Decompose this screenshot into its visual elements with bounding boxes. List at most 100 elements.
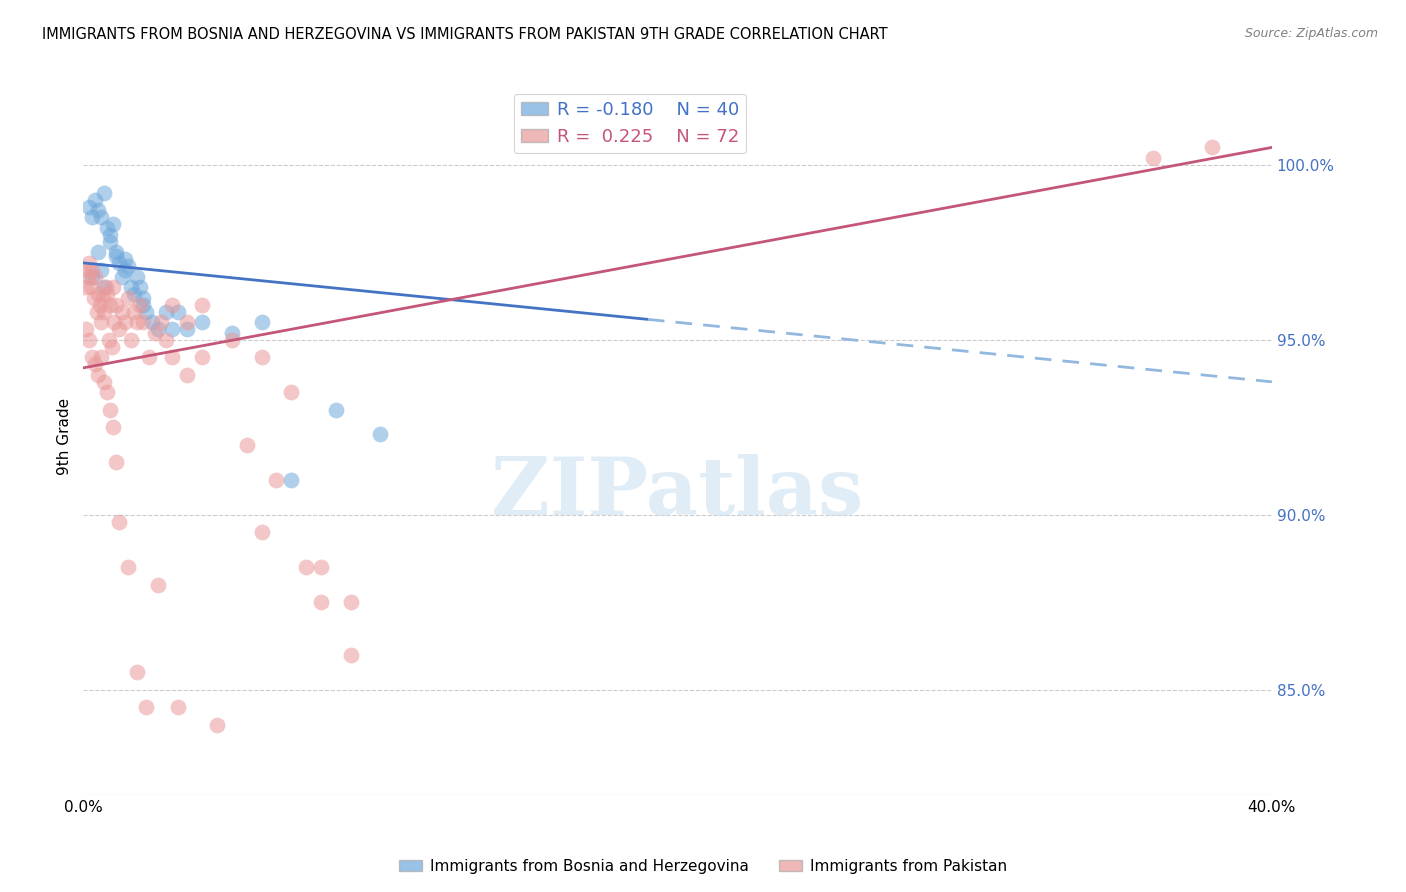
Point [176,368,198,382]
Point [191,298,214,312]
Point [98,298,121,312]
Point [87,368,110,382]
Point [90,211,112,225]
Point [143,326,166,340]
Point [98,227,121,242]
Point [191,315,214,329]
Point [96,220,118,235]
Point [146,322,169,336]
Point [94,280,117,294]
Point [280,385,302,400]
Point [250,315,273,329]
Point [77,200,100,214]
Point [205,717,228,731]
Point [75,263,97,277]
Point [117,291,139,305]
Point [90,315,112,329]
Point [82,269,104,284]
Point [125,315,148,329]
Point [108,515,131,529]
Point [162,298,184,312]
Point [295,560,318,574]
Point [125,665,148,680]
Point [146,578,169,592]
Point [117,560,139,574]
Point [250,351,273,365]
Point [339,648,361,662]
Point [266,473,288,487]
Text: IMMIGRANTS FROM BOSNIA AND HERZEGOVINA VS IMMIGRANTS FROM PAKISTAN 9TH GRADE COR: IMMIGRANTS FROM BOSNIA AND HERZEGOVINA V… [42,27,887,42]
Point [91,291,114,305]
Point [122,305,145,319]
Point [135,305,157,319]
Legend: R = -0.180    N = 40, R =  0.225    N = 72: R = -0.180 N = 40, R = 0.225 N = 72 [513,94,747,153]
Point [87,287,110,301]
Point [155,333,177,347]
Point [155,305,177,319]
Point [309,595,332,609]
Point [84,193,107,207]
Point [104,249,127,263]
Point [120,280,142,294]
Point [135,700,157,714]
Point [101,218,124,232]
Point [167,700,190,714]
Point [325,402,347,417]
Point [84,357,107,371]
Point [84,269,107,284]
Point [93,305,115,319]
Point [73,280,96,294]
Point [221,326,243,340]
Point [87,203,110,218]
Point [176,322,198,336]
Point [87,245,110,260]
Text: Source: ZipAtlas.com: Source: ZipAtlas.com [1244,27,1378,40]
Point [76,269,98,284]
Point [370,427,392,442]
Point [309,560,332,574]
Legend: Immigrants from Bosnia and Herzegovina, Immigrants from Pakistan: Immigrants from Bosnia and Herzegovina, … [394,853,1012,880]
Point [149,315,172,329]
Point [77,333,100,347]
Point [90,351,112,365]
Point [104,245,127,260]
Point [77,256,100,270]
Point [100,340,122,354]
Point [114,252,136,267]
Point [82,351,104,365]
Point [83,291,105,305]
Point [75,322,97,336]
Point [108,322,131,336]
Point [98,402,121,417]
Point [138,351,160,365]
Point [103,315,125,329]
Point [128,298,150,312]
Point [114,315,136,329]
Point [1201,140,1223,154]
Point [339,595,361,609]
Point [235,438,257,452]
Point [280,473,302,487]
Point [111,269,134,284]
Point [114,263,136,277]
Point [162,322,184,336]
Point [82,263,104,277]
Point [93,375,115,389]
Point [128,280,150,294]
Point [122,287,145,301]
Point [86,305,108,319]
Point [132,315,155,329]
Point [104,298,127,312]
Point [120,333,142,347]
Point [108,256,131,270]
Text: ZIPatlas: ZIPatlas [492,454,863,533]
Point [132,291,155,305]
Point [101,280,124,294]
Point [104,455,127,469]
Point [132,298,155,312]
Point [90,263,112,277]
Point [97,333,120,347]
Point [176,315,198,329]
Point [82,211,104,225]
Point [101,420,124,434]
